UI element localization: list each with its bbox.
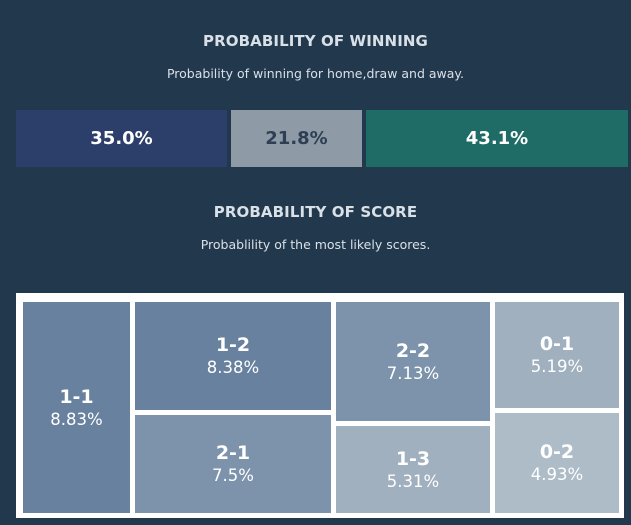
score-probability: 8.83% xyxy=(50,409,103,429)
score-probability: 4.93% xyxy=(530,465,584,484)
winning-title: PROBABILITY OF WINNING xyxy=(203,32,428,50)
score-subtitle: Probablility of the most likely scores. xyxy=(200,237,431,252)
home-win-bar: 35.0% xyxy=(16,110,227,167)
score-cell-1-3: 1-3 5.31% xyxy=(336,426,490,513)
score-cell-1-2: 1-2 8.38% xyxy=(135,302,331,410)
score-cell-0-1: 0-1 5.19% xyxy=(495,302,619,408)
score-label: 0-1 xyxy=(539,333,575,355)
score-cell-2-2: 2-2 7.13% xyxy=(336,302,490,421)
score-probability: 7.5% xyxy=(212,466,254,485)
away-win-bar: 43.1% xyxy=(366,110,628,167)
score-cell-2-1: 2-1 7.5% xyxy=(135,415,331,513)
score-cell-0-2: 0-2 4.93% xyxy=(495,413,619,513)
score-probability: 8.38% xyxy=(206,358,260,377)
score-probability: 5.19% xyxy=(530,357,584,376)
score-label: 1-1 xyxy=(59,385,94,408)
score-title: PROBABILITY OF SCORE xyxy=(213,203,418,221)
score-label: 2-1 xyxy=(215,442,251,464)
draw-bar: 21.8% xyxy=(231,110,362,167)
score-label: 0-2 xyxy=(539,441,575,463)
score-probability: 5.31% xyxy=(386,471,440,491)
winning-subtitle: Probability of winning for home,draw and… xyxy=(166,66,465,81)
score-cell-1-1: 1-1 8.83% xyxy=(23,302,130,513)
score-label: 1-2 xyxy=(215,334,251,356)
score-label: 1-3 xyxy=(395,447,431,470)
score-label: 2-2 xyxy=(395,339,431,362)
score-probability: 7.13% xyxy=(386,363,440,383)
